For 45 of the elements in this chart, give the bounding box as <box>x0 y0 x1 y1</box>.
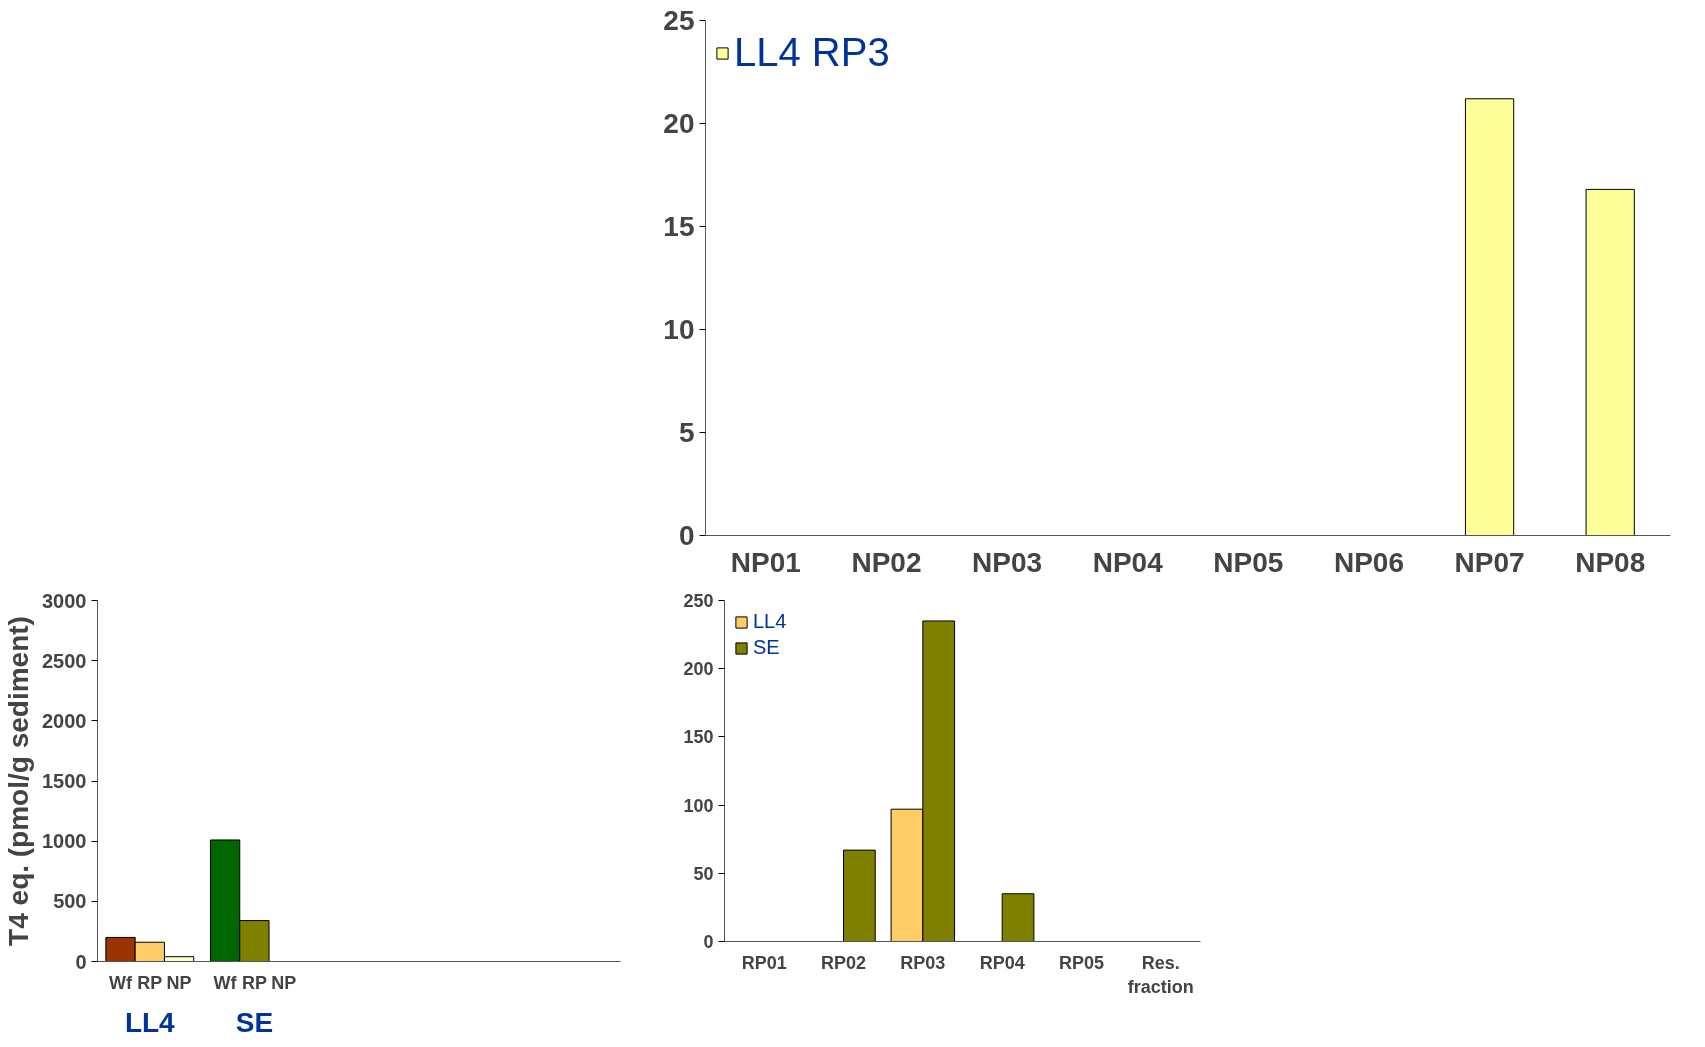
text: Wf <box>213 972 237 993</box>
text: NP <box>271 972 297 993</box>
y-tick-label: 100 <box>683 795 714 816</box>
x-tick-label: NP05 <box>1213 546 1284 578</box>
y-tick-label: 5 <box>678 417 695 448</box>
x-tick-label: Res. fraction <box>1127 952 1194 997</box>
y-tick-label: 2000 <box>42 709 87 732</box>
y-tick-label: 20 <box>663 108 695 139</box>
x-tick-label: NP07 <box>1454 546 1525 578</box>
y-tick-label: 150 <box>683 727 714 748</box>
y-tick-label: 25 <box>663 5 695 36</box>
x-tick-label: RP01 <box>741 952 787 973</box>
y-tick-label: 0 <box>678 520 695 551</box>
y-tick-label: 500 <box>53 890 87 913</box>
x-tick-label: RP02 <box>820 952 867 973</box>
y-tick-label: 0 <box>703 932 714 952</box>
legend-label: LL4 <box>753 610 787 633</box>
x-tick-label: NP06 <box>1333 546 1404 578</box>
legend-label: SE <box>753 636 780 659</box>
y-axis-title: T4 eq. (pmol/g sediment) <box>3 616 35 946</box>
x-tick-label: NP01 <box>730 546 801 578</box>
y-tick-label: 10 <box>663 314 695 345</box>
bar <box>1001 893 1035 942</box>
x-tick-label: NP04 <box>1092 546 1164 578</box>
y-tick-label: 3000 <box>42 589 87 612</box>
y-tick-label: 50 <box>693 863 714 884</box>
text: RP <box>241 972 267 993</box>
y-tick-label: 0 <box>75 950 87 973</box>
y-tick-label: 1500 <box>42 770 87 792</box>
y-tick-label: 1000 <box>42 830 87 853</box>
x-tick-label: RP04 <box>979 952 1025 973</box>
x-tick-label: NP02 <box>851 546 922 578</box>
bar <box>843 849 876 942</box>
x-tick-label: NP03 <box>972 546 1043 578</box>
x-tick-label: RP05 <box>1058 952 1105 973</box>
y-tick-label: 2500 <box>42 649 87 672</box>
legend-label: LL4 RP3 <box>734 30 890 75</box>
x-tick-label: NP08 <box>1575 546 1646 578</box>
y-tick-label: 200 <box>683 659 714 680</box>
series-label: NP <box>166 972 192 993</box>
x-tick-label: RP03 <box>900 952 946 973</box>
y-tick-label: 250 <box>683 591 714 611</box>
series-label: Wf <box>109 972 134 993</box>
y-tick-label: 15 <box>663 211 695 242</box>
series-label: RP <box>137 972 163 993</box>
